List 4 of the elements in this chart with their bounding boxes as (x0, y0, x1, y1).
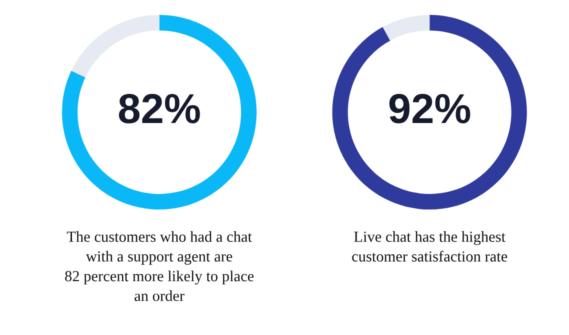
text: The customers who had a chat with a support agent are 82 percent more likely to place an order (65, 231, 254, 302)
data-label: 82% (118, 94, 200, 124)
text: Live chat has the highest customer satisfaction rate (352, 231, 508, 262)
data-label: 92% (389, 94, 470, 124)
